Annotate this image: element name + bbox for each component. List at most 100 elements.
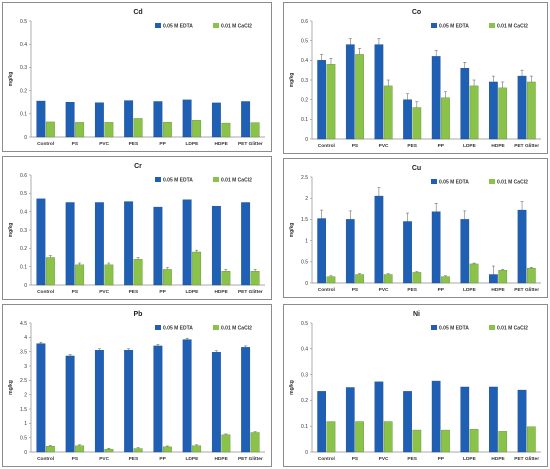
y-axis-label: mg/kg [8, 223, 14, 238]
bar-cacl2 [412, 429, 422, 453]
y-tick-label: 1 [305, 238, 308, 244]
bar-cacl2 [355, 274, 364, 284]
x-tick-label: PET Glitter [238, 141, 263, 147]
bar-cacl2 [526, 267, 536, 284]
legend-label: 0.01 M CaCl2 [497, 180, 528, 186]
x-tick-label: HDPE [491, 143, 505, 149]
chart-title: Cr [134, 163, 142, 170]
x-tick-label: Control [318, 287, 335, 293]
bar-cacl2 [192, 120, 202, 138]
y-axis-label: mg/kg [289, 380, 295, 395]
y-tick-label: 1.5 [20, 407, 27, 413]
y-tick-label: 4 [24, 335, 27, 341]
bar-edta [94, 202, 104, 286]
y-axis-label: mg/kg [8, 72, 14, 87]
legend-label: 0.01 M CaCl2 [221, 178, 252, 184]
chart-panel-ni: Ni 0.05 M EDTA 0.01 M CaCl2 0 0.1 0.2 0.3 0.4 0.… [283, 304, 548, 467]
x-tick-label: HDPE [491, 287, 505, 293]
bar-edta [374, 381, 384, 453]
legend-label: 0.01 M CaCl2 [497, 326, 528, 332]
x-tick-label: LDPE [463, 287, 477, 293]
y-axis-label: mg/kg [8, 380, 14, 395]
x-tick-label: PS [72, 289, 79, 295]
x-tick-label: LDPE [185, 141, 199, 147]
x-tick-label: PS [72, 141, 79, 147]
x-tick-label: HDPE [214, 141, 228, 147]
bar-cacl2 [162, 269, 172, 286]
bar-cacl2 [326, 421, 336, 453]
y-axis-label: mg/kg [289, 223, 295, 238]
x-tick-label: LDPE [463, 143, 477, 149]
bar-edta [241, 202, 251, 286]
bar-cacl2 [104, 264, 114, 286]
bar-edta [489, 81, 498, 140]
bar-edta [182, 339, 192, 453]
y-tick-label: 3 [24, 364, 27, 370]
bar-cacl2 [45, 257, 55, 286]
legend-label: 0.01 M CaCl2 [221, 326, 252, 332]
bar-cacl2 [104, 448, 114, 453]
x-tick-label: LDPE [185, 289, 199, 295]
x-tick-label: PVC [379, 143, 389, 149]
legend-label: 0.05 M EDTA [163, 326, 193, 332]
x-tick-label: PP [438, 456, 445, 462]
x-tick-label: PS [352, 143, 359, 149]
y-tick-label: 0.3 [301, 372, 308, 378]
bar-edta [374, 44, 384, 140]
bar-edta [403, 391, 412, 453]
bar-cacl2 [162, 446, 172, 453]
y-tick-label: 0.2 [301, 97, 308, 103]
bar-cacl2 [326, 276, 336, 284]
x-tick-label: PP [159, 289, 166, 295]
bar-edta [36, 100, 46, 138]
bar-cacl2 [250, 432, 260, 453]
bar-cacl2 [412, 272, 422, 284]
bar-edta [431, 56, 441, 140]
x-tick-label: Control [37, 141, 54, 147]
chart-panel-pb: Pb 0.05 M EDTA 0.01 M CaCl2 0 0.5 1 1.5 2 2.5 3 3.… [2, 304, 272, 467]
legend-label: 0.01 M CaCl2 [497, 24, 528, 30]
bar-cacl2 [441, 276, 450, 284]
bar-edta [94, 350, 104, 453]
legend-label: 0.05 M EDTA [439, 326, 469, 332]
bar-edta [182, 199, 192, 286]
chart-svg: Cr 0.05 M EDTA 0.01 M CaCl2 0 0.1 0.2 0.3 0.4 0.… [8, 163, 265, 295]
bar-edta [124, 350, 134, 453]
bar-cacl2 [45, 446, 55, 453]
bar-edta [517, 75, 527, 140]
bar-edta [65, 355, 75, 453]
x-tick-label: Control [318, 456, 335, 462]
x-tick-label: PES [407, 143, 417, 149]
bar-edta [460, 386, 470, 453]
bar-edta [317, 391, 327, 453]
legend-swatch [431, 325, 437, 330]
bar-cacl2 [192, 251, 202, 286]
y-tick-label: 0.4 [20, 209, 27, 215]
legend-swatch [489, 179, 495, 184]
bar-edta [153, 345, 163, 453]
bar-cacl2 [441, 97, 450, 140]
y-tick-label: 1.5 [301, 217, 308, 223]
legend-swatch [213, 325, 219, 330]
bar-cacl2 [250, 271, 260, 286]
bar-cacl2 [355, 54, 364, 140]
bar-cacl2 [221, 122, 231, 138]
legend-label: 0.05 M EDTA [163, 24, 193, 30]
bar-edta [489, 274, 498, 284]
bar-cacl2 [221, 434, 231, 453]
bar-edta [65, 101, 75, 138]
bar-cacl2 [133, 259, 143, 286]
bar-edta [182, 99, 192, 138]
bar-cacl2 [383, 421, 393, 453]
bar-edta [517, 209, 527, 284]
x-tick-label: PET Glitter [238, 289, 263, 295]
y-tick-label: 0 [24, 450, 27, 456]
y-tick-label: 0 [305, 281, 308, 287]
x-tick-label: Control [37, 289, 54, 295]
y-tick-label: 0.3 [20, 228, 27, 234]
y-tick-label: 1 [24, 421, 27, 427]
bar-cacl2 [75, 122, 85, 138]
x-tick-label: PS [352, 287, 359, 293]
chart-title: Ni [413, 311, 420, 318]
y-tick-label: 0.5 [301, 260, 308, 266]
